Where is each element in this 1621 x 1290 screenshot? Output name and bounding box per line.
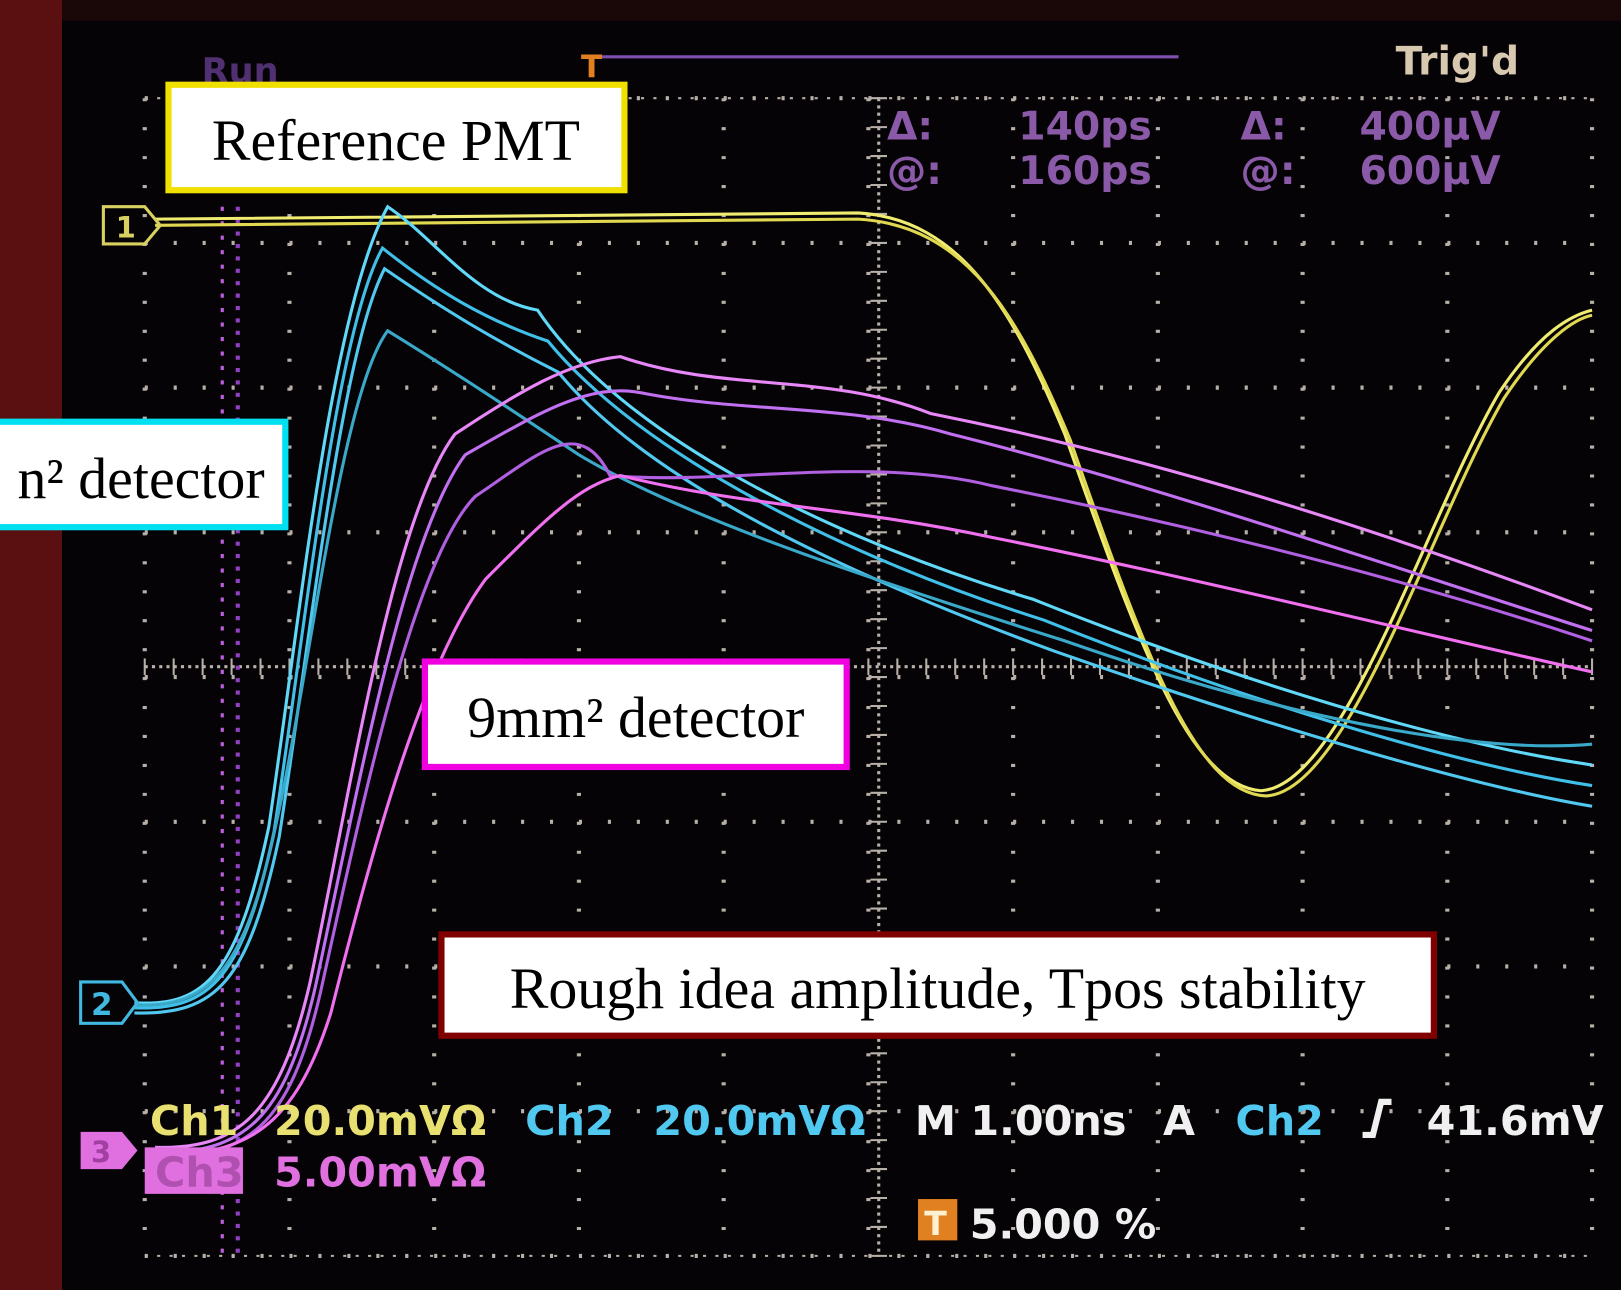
ch3-trace [155, 355, 1593, 1149]
ch3-trace [155, 389, 1593, 1155]
trigger-mode: A [1163, 1097, 1195, 1145]
ch3-trace [155, 442, 1593, 1160]
ch2-trace [134, 204, 1593, 1005]
ch3-trace [155, 473, 1593, 1158]
readout-label: @: [1241, 149, 1296, 194]
ch3-marker-box [80, 1131, 138, 1170]
ch3-scale: 5.00mVΩ [274, 1149, 486, 1197]
readout-value: 160ps [1018, 149, 1151, 194]
screen [62, 20, 1621, 1290]
annotation: Rough idea amplitude, Tpos stability [510, 956, 1366, 1021]
timebase: M 1.00ns [915, 1097, 1127, 1145]
ch2-marker-box [79, 980, 140, 1025]
ch2-label: Ch2 [525, 1097, 614, 1145]
ch2-scale: 20.0mVΩ [653, 1097, 865, 1145]
ch3-label-box [144, 1147, 243, 1194]
trigger-position-marker: T [581, 50, 602, 86]
status-line: Ch1 20.0mVΩ Ch2 20.0mVΩ M 1.00ns A Ch2 4… [144, 1097, 1604, 1248]
ch1-label: Ch1 [150, 1097, 239, 1145]
readout-label: Δ: [887, 105, 933, 150]
trigger-source: Ch2 [1235, 1097, 1324, 1145]
readout-label: Δ: [1241, 105, 1287, 150]
ch3-marker: 3 [91, 1135, 111, 1169]
readout-value: 140ps [1018, 105, 1151, 150]
ch1-scale: 20.0mVΩ [274, 1097, 486, 1145]
readout-value: 600µV [1359, 149, 1501, 194]
annotation: Reference PMT [212, 108, 580, 173]
annotation: n² detector [17, 446, 264, 511]
ch1-trace [155, 217, 1593, 798]
trigger-icon: T [924, 1204, 947, 1243]
trigger-state: Trig'd [1396, 39, 1520, 84]
readout-label: @: [887, 149, 942, 194]
annotation-box [0, 418, 289, 531]
annotation-box [438, 931, 1437, 1039]
ch1-marker: 1 [116, 211, 136, 245]
traces [134, 204, 1593, 1160]
ch1-marker-box [101, 205, 163, 246]
ch2-marker: 2 [91, 987, 113, 1023]
annotation: 9mm² detector [467, 685, 804, 750]
trigger-level: 41.6mV [1427, 1097, 1604, 1145]
ch2-trace [134, 266, 1593, 1015]
trigger-icon-box [918, 1199, 958, 1241]
trigger-percent: 5.000 % [970, 1200, 1157, 1248]
trigger-slope-icon [1362, 1098, 1392, 1139]
ch3-label: Ch3 [155, 1149, 244, 1197]
annotation-box [165, 81, 628, 194]
readout-value: 400µV [1359, 105, 1501, 150]
bezel-edge [0, 0, 63, 1290]
annotation-box [421, 658, 850, 771]
cursor-readout: Δ: 140ps @: 160ps Δ: 400µV @: 600µV [887, 105, 1501, 194]
